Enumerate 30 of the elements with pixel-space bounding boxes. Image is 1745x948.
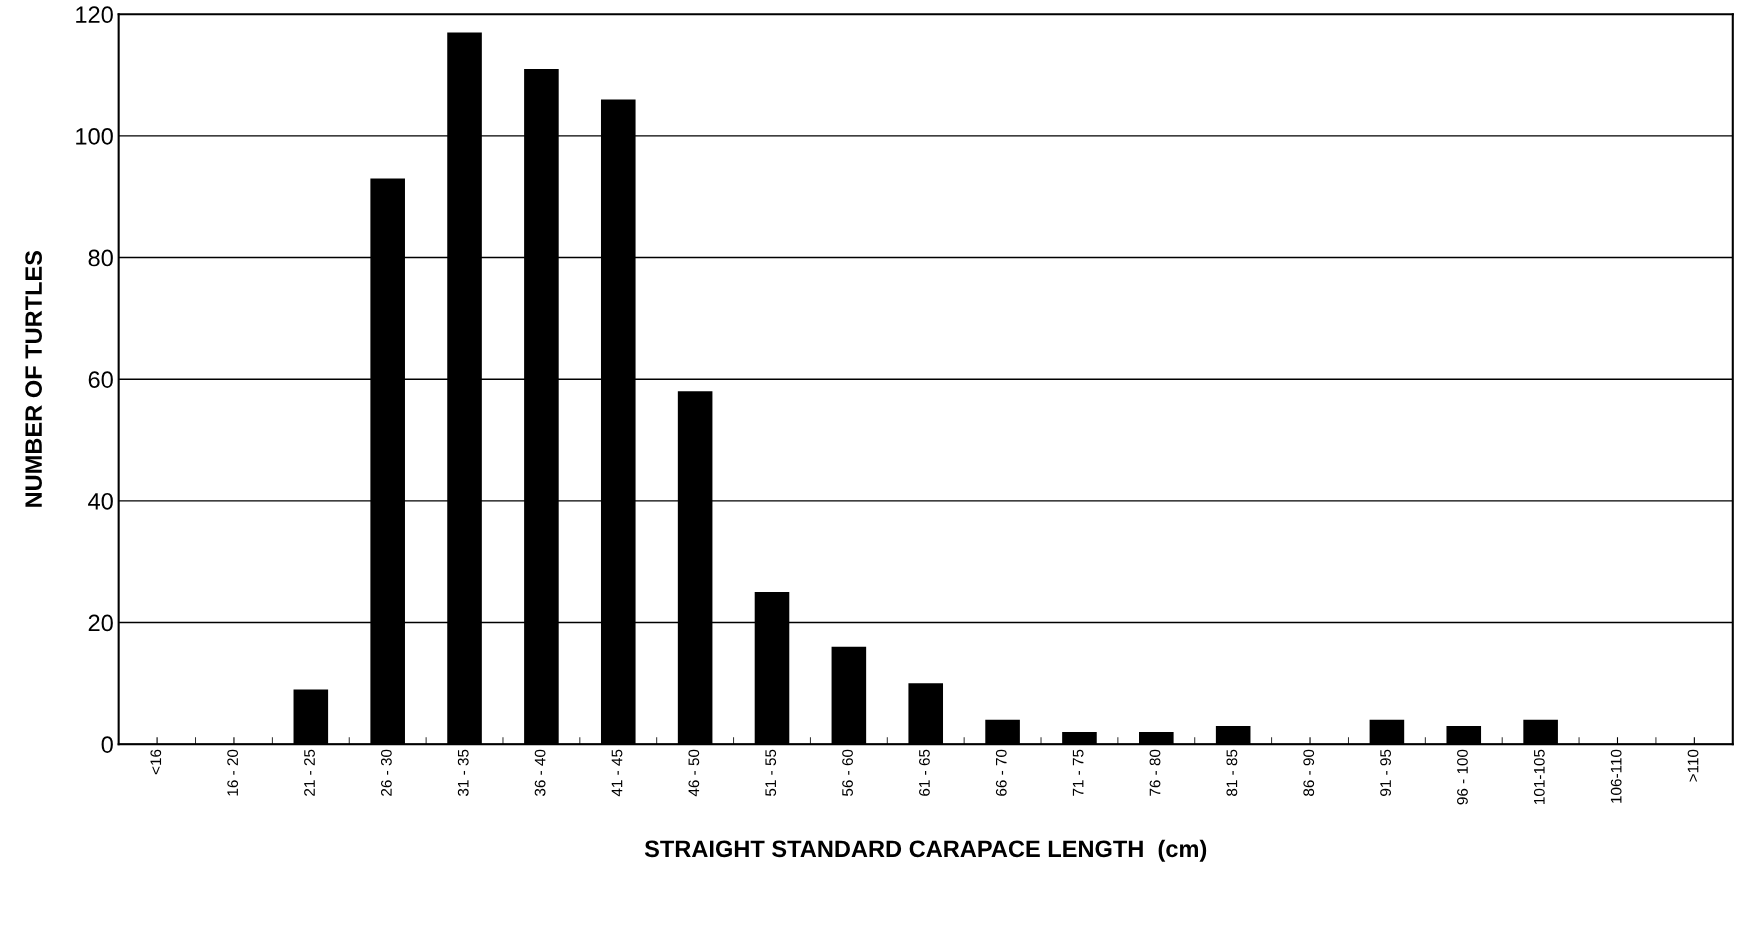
y-tick-label: 80 [88,249,113,267]
x-axis-title: STRAIGHT STANDARD CARAPACE LENGTH (cm) [644,839,1207,862]
x-tick-label: 56 - 60 [842,749,853,796]
y-tick-label: 100 [76,127,113,145]
y-tick-label: 120 [76,6,113,24]
x-tick-label: 21 - 25 [304,749,315,796]
x-tick-label: 91 - 95 [1380,749,1391,796]
x-tick-label: 36 - 40 [534,749,546,797]
y-tick-label: 60 [88,371,113,388]
x-tick-label: 41 - 45 [611,749,623,797]
x-tick-label: 101-105 [1533,749,1545,804]
x-tick-label: 86 - 90 [1303,749,1315,796]
x-tick-label: 31 - 35 [457,749,469,797]
x-tick-label: 61 - 65 [919,749,930,796]
x-tick-label: 51 - 55 [765,749,777,796]
x-tick-label: 81 - 85 [1226,749,1238,796]
x-tick-label: 26 - 30 [380,749,392,796]
x-tick-label: 71 - 75 [1072,749,1084,796]
x-tick-label: 76 - 80 [1149,749,1161,796]
x-tick-label: 16 - 20 [227,749,239,796]
x-tick-label: >110 [1687,749,1699,782]
y-tick-label: 40 [88,492,113,510]
y-axis-title: NUMBER OF TURTLES [25,250,42,507]
x-tick-label: 46 - 50 [688,749,700,797]
y-tick-label: 20 [88,614,113,632]
x-tick-label: 96 - 100 [1457,749,1468,805]
x-tick-label: 66 - 70 [995,749,1007,796]
y-tick-label: 0 [101,736,113,753]
x-tick-label: 106-110 [1610,749,1622,803]
x-tick-label: <16 [150,749,162,775]
